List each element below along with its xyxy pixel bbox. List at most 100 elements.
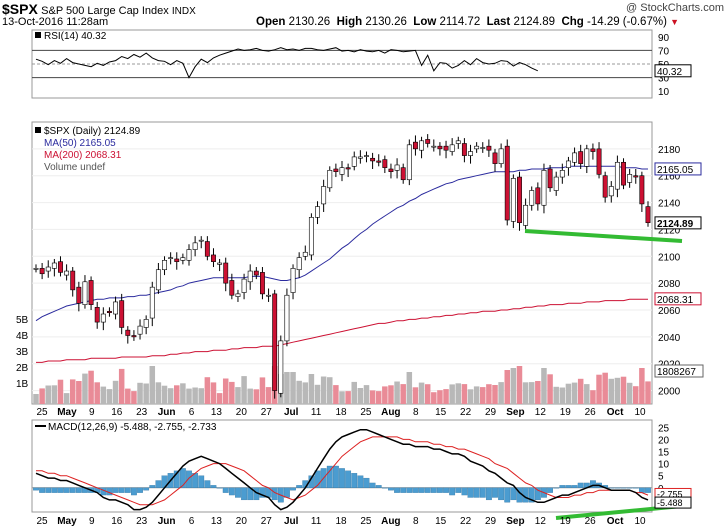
rsi-line <box>35 47 539 79</box>
macd-x-tick: 25 <box>36 516 48 527</box>
candle-body <box>608 186 614 197</box>
macd-x-tick: 9 <box>89 516 95 527</box>
volume-axis-label: 1B <box>16 379 29 390</box>
candle-body <box>45 266 51 272</box>
candle-body <box>345 167 351 170</box>
volume-bar <box>620 376 627 404</box>
candle-body <box>400 167 406 181</box>
macd-histogram-bar <box>137 487 143 493</box>
macd-x-tick: 29 <box>485 516 497 527</box>
candle-body <box>614 161 620 190</box>
candle-body <box>131 335 137 338</box>
macd-x-tick: May <box>57 516 77 527</box>
candle-body <box>627 174 633 183</box>
candle-body <box>486 145 492 151</box>
candle-body <box>253 270 259 276</box>
candle-body <box>621 161 626 186</box>
price-y-tick: 2060 <box>658 306 681 317</box>
macd-signal-label: -2.755 <box>657 489 683 499</box>
candle-body <box>333 168 339 172</box>
candle-body <box>523 204 529 226</box>
candle-body <box>357 156 363 159</box>
volume-bar <box>222 378 229 404</box>
macd-histogram-bar <box>51 487 58 493</box>
candle-body <box>461 143 467 156</box>
candle-body <box>180 257 186 261</box>
price-title: $SPX (Daily) 2124.89 <box>44 126 141 137</box>
candle-body <box>370 157 376 162</box>
macd-histogram-bar <box>228 487 235 496</box>
candle-body <box>382 159 388 168</box>
volume-bar <box>351 381 357 404</box>
candle-body <box>76 286 82 304</box>
open-value: 2130.26 <box>288 16 331 28</box>
macd-histogram-bar <box>565 485 572 488</box>
volume-bar <box>577 378 584 404</box>
macd-y-tick: 20 <box>658 435 670 446</box>
volume-bar <box>382 386 388 404</box>
candle-body <box>162 260 167 271</box>
macd-histogram-bar <box>179 468 186 488</box>
candle-body <box>419 140 425 151</box>
volume-bar <box>100 386 107 404</box>
candle-body <box>119 300 125 328</box>
macd-histogram-bar <box>75 487 82 493</box>
volume-bar <box>498 382 504 404</box>
candle-body <box>572 152 578 163</box>
macd-histogram-bar <box>437 487 443 493</box>
macd-histogram-bar <box>332 465 339 488</box>
candle-body <box>639 175 645 205</box>
macd-histogram-bar <box>259 487 266 498</box>
volume-bar <box>174 385 180 404</box>
volume-bar <box>320 376 327 404</box>
candle-body <box>88 280 94 305</box>
symbol: $SPX <box>2 1 38 17</box>
candle-body <box>431 145 437 148</box>
price-x-tick: Aug <box>381 407 400 418</box>
volume-bar <box>357 388 364 404</box>
volume-bar <box>424 384 431 404</box>
price-legend-marker <box>35 127 41 133</box>
macd-y-tick: 25 <box>658 423 670 434</box>
volume-bar <box>106 389 113 404</box>
candle-body <box>394 164 400 171</box>
volume-bar <box>112 380 119 404</box>
macd-histogram-bar <box>510 487 517 501</box>
macd-histogram-bar <box>204 480 211 488</box>
price-x-tick: 19 <box>560 407 572 418</box>
candle-body <box>266 294 272 297</box>
macd-histogram-bar <box>131 487 137 496</box>
price-x-tick: 10 <box>634 407 646 418</box>
volume-bar <box>553 386 559 404</box>
macd-x-tick: 15 <box>435 516 447 527</box>
volume-bar <box>596 374 602 404</box>
price-x-tick: Jun <box>158 407 176 418</box>
down-arrow-icon: ▼ <box>670 17 680 27</box>
volume-bar <box>614 377 621 404</box>
volume-bar <box>400 384 406 404</box>
ma200-line <box>36 298 648 363</box>
macd-histogram-bar <box>590 480 596 488</box>
candle-body <box>578 151 584 164</box>
macd-x-tick: Aug <box>381 516 400 527</box>
macd-histogram-bar <box>449 487 456 496</box>
volume-bar <box>559 387 566 404</box>
volume-bar <box>388 385 394 404</box>
price-y-tick: 2040 <box>658 333 681 344</box>
candle-body <box>547 168 553 189</box>
volume-bar <box>363 385 370 404</box>
volume-bar <box>180 383 186 404</box>
macd-histogram-bar <box>553 487 560 489</box>
price-x-tick: 6 <box>189 407 195 418</box>
macd-histogram-bar <box>222 487 229 493</box>
macd-histogram-bar <box>143 487 150 491</box>
price-y-tick: 2180 <box>658 145 681 156</box>
volume-bar <box>241 376 247 404</box>
ma50-price-label: 2165.05 <box>657 165 694 176</box>
volume-bar <box>57 379 64 404</box>
candle-body <box>412 141 418 150</box>
volume-bar <box>63 393 70 404</box>
volume-bar <box>639 368 645 404</box>
open-label: Open <box>256 16 286 28</box>
volume-bar <box>480 387 486 404</box>
